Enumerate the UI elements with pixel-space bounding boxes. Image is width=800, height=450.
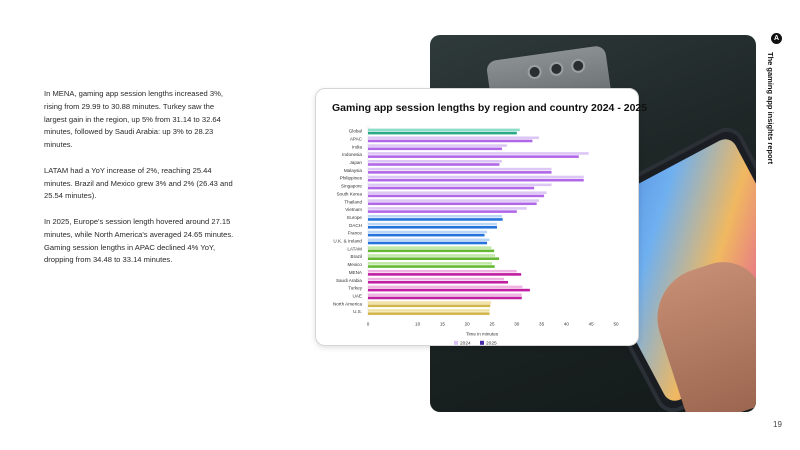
bar-2025 [368,178,584,182]
page-number: 19 [773,420,782,429]
paragraph-europe-apac: In 2025, Europe's session length hovered… [44,216,234,265]
category-label: North America [333,301,363,306]
x-tick-label: 40 [564,321,570,326]
bar-2025 [368,210,517,213]
bar-2024 [368,136,540,140]
category-label: DACH [349,223,362,228]
bar-2025 [368,139,533,143]
bar-2024 [368,222,497,226]
brand-logo: A [771,33,782,44]
category-label: Europe [347,215,362,220]
legend-label: 2024 [460,340,471,346]
category-label: LATAM [347,246,362,251]
legend-label: 2025 [486,340,497,346]
bar-2024 [368,207,527,210]
category-label: Japan [349,160,362,165]
bar-2025 [368,265,495,268]
bar-2025 [368,233,485,237]
bar-2025 [368,202,537,206]
x-tick-label: 10 [415,321,421,326]
category-label: Turkey [348,286,363,291]
category-label: MENA [349,270,363,275]
bar-2025 [368,226,497,229]
category-label: Vietnam [345,207,362,212]
report-title: The gaming app insights report [766,52,775,165]
paragraph-latam: LATAM had a YoY increase of 2%, reaching… [44,165,233,201]
body-text: In MENA, gaming app session lengths incr… [44,88,234,280]
category-label: Mexico [347,262,362,267]
paragraph-mena: In MENA, gaming app session lengths incr… [44,89,223,150]
bar-2024 [368,246,492,249]
category-label: Indonesia [342,152,362,157]
bar-2025 [368,257,500,260]
bar-2024 [368,285,523,289]
bar-2025 [368,304,491,308]
category-label: France [348,231,363,236]
bar-2024 [368,160,502,163]
bar-2025 [368,194,545,198]
category-label: India [352,144,362,149]
chart-card: Gaming app session lengths by region and… [315,88,647,346]
category-label: Philippines [340,176,363,181]
x-tick-label: 30 [514,321,520,326]
legend-swatch-2024 [454,340,458,345]
bar-2024 [368,152,589,155]
bar-2024 [368,277,504,281]
x-tick-label: 25 [489,321,495,326]
category-label: U.K. & Ireland [333,239,362,244]
category-label: Singapore [341,184,362,189]
bar-2024 [368,309,490,312]
bar-chart: Global APAC India Indonesia Japan Malaysia Phi… [333,126,619,346]
bar-2025 [368,249,495,253]
x-axis-label: Time in minutes [466,331,499,336]
bar-2025 [368,288,530,292]
x-tick-label: 20 [465,321,471,326]
category-label: Brazil [351,254,363,259]
x-tick-label: 15 [440,321,446,326]
category-label: Thailand [344,199,362,204]
bar-2024 [368,128,520,132]
bar-2024 [368,262,492,265]
category-label: South Korea [336,191,362,196]
bar-2024 [368,293,522,297]
bar-2024 [368,167,552,171]
bar-2024 [368,214,502,218]
bar-2024 [368,238,490,242]
bar-2025 [368,155,579,158]
legend-swatch-2025 [480,340,484,345]
bar-2025 [368,296,522,300]
category-label: UAE [353,293,362,298]
bar-2025 [368,147,502,151]
bar-2024 [368,183,552,187]
bar-2024 [368,199,540,202]
x-tick-label: 50 [613,321,619,326]
bar-2024 [368,269,517,273]
bar-2024 [368,254,495,257]
bar-2024 [368,301,492,304]
bar-2025 [368,171,552,174]
bar-2025 [368,280,509,284]
x-tick-label: 0 [367,321,370,326]
bar-2024 [368,191,547,194]
category-label: Saudi Arabia [336,278,362,283]
bar-2024 [368,144,507,147]
bar-2025 [368,273,522,276]
bar-2025 [368,131,517,135]
chart-title: Gaming app session lengths by region and… [332,102,648,114]
bar-2025 [368,163,500,166]
x-tick-label: 35 [539,321,545,326]
category-label: Malaysia [344,168,363,173]
bar-2025 [368,241,488,245]
category-label: APAC [350,136,363,141]
bar-2025 [368,312,490,315]
bar-2025 [368,218,503,221]
bar-2024 [368,175,584,179]
x-tick-label: 45 [589,321,595,326]
category-label: Global [349,129,362,134]
bar-2025 [368,186,535,190]
bar-2024 [368,230,488,234]
category-label: U.S. [353,309,362,314]
